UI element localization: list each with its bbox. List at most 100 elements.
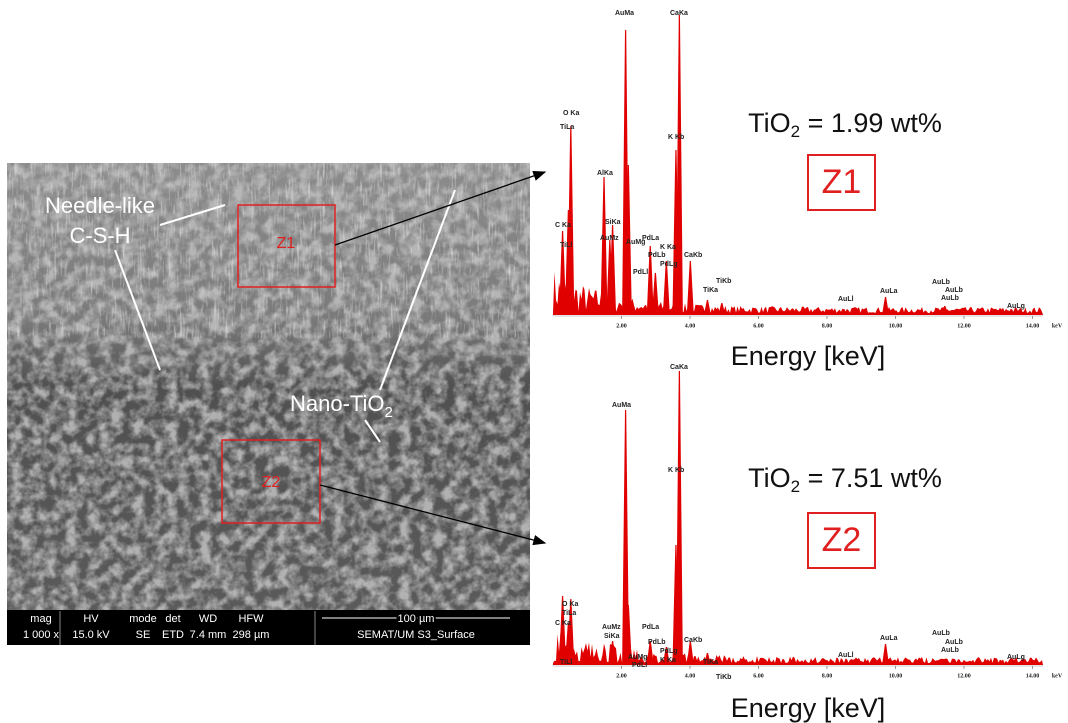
- peak: [652, 273, 659, 315]
- sem-fibres: [7, 163, 530, 338]
- annotation: Needle-like: [45, 193, 155, 218]
- peak-label: AuLa: [880, 288, 898, 295]
- annotation: C-S-H: [69, 223, 130, 248]
- peak-label: K Ka: [660, 244, 676, 251]
- peak-label: CaKb: [684, 637, 702, 644]
- tick-label: 12.00: [957, 323, 971, 329]
- info-header: WD: [199, 613, 217, 625]
- peak-label: AuLl: [838, 296, 854, 303]
- peak-label: CaKa: [670, 364, 688, 371]
- peak-label: TiKb: [716, 674, 731, 681]
- peak-label: PdLa: [642, 624, 659, 631]
- figure: 100 µm SEMAT/UM S3_Surface Needle-like C…: [0, 0, 1068, 723]
- peak-label: AuMz: [602, 624, 621, 631]
- tick-label: 6.00: [753, 323, 764, 329]
- result-rest: = 1.99 wt%: [800, 108, 942, 138]
- peak-label: AuLb: [941, 647, 959, 654]
- peak-label: PdLg: [660, 648, 678, 655]
- peak-label: TiKb: [716, 278, 731, 285]
- tick-label: 6.00: [753, 673, 764, 679]
- zone-label: Z1: [277, 235, 296, 252]
- peak-label: AuLb: [945, 287, 963, 294]
- peak-label: PdLa: [642, 235, 659, 242]
- peak: [687, 261, 694, 315]
- peak-label: AuLb: [932, 630, 950, 637]
- tick-label: 8.00: [822, 323, 833, 329]
- sem-image: 100 µm SEMAT/UM S3_Surface Needle-like C…: [7, 163, 530, 645]
- result-sub: 2: [791, 122, 800, 141]
- peak-label: TiLa: [560, 124, 574, 131]
- peak: [676, 15, 683, 315]
- info-value: 1 000 x: [23, 629, 60, 641]
- tick-label: 2.00: [616, 323, 627, 329]
- result-sub: 2: [791, 477, 800, 496]
- x-axis-title: Energy [keV]: [731, 693, 886, 723]
- peak-label: C Ka: [555, 620, 571, 627]
- peak: [718, 303, 725, 315]
- tick-label: 4.00: [685, 673, 696, 679]
- x-axis-title: Energy [keV]: [731, 341, 886, 371]
- info-value: 7.4 mm: [190, 629, 227, 641]
- peak: [882, 297, 889, 315]
- peak-label: AuLl: [838, 652, 854, 659]
- peak: [601, 177, 608, 315]
- peak-label: TiKa: [703, 659, 718, 666]
- peak-label: AuMg: [628, 654, 647, 661]
- peak-label: AuLb: [941, 295, 959, 302]
- info-header: HV: [83, 613, 99, 625]
- peak: [882, 644, 889, 665]
- peak: [676, 371, 683, 665]
- info-header: det: [165, 613, 180, 625]
- tick-label: 12.00: [957, 673, 971, 679]
- peak-label: C Ka: [555, 222, 571, 229]
- peak-label: AuLa: [880, 635, 898, 642]
- peak-label: O Ka: [562, 601, 578, 608]
- result: TiO2 = 1.99 wt%: [748, 108, 942, 141]
- peak-label: AuLg: [1007, 303, 1025, 310]
- tick-label: 14.00: [1026, 673, 1040, 679]
- peak-label: PdLl: [633, 269, 648, 276]
- peak-label: SiKa: [605, 219, 621, 226]
- zone-label: Z1: [822, 163, 862, 201]
- peak-label: K Kb: [668, 134, 684, 141]
- peak-label: AuMa: [615, 10, 634, 17]
- tick-label: 8.00: [822, 673, 833, 679]
- tick-label: 4.00: [685, 323, 696, 329]
- peak-label: AuLg: [1007, 654, 1025, 661]
- info-value: SE: [136, 629, 151, 641]
- peak: [704, 300, 711, 315]
- peak-label: TiLl: [560, 659, 572, 666]
- tick-label: 14.00: [1026, 323, 1040, 329]
- result-rest: = 7.51 wt%: [800, 463, 942, 493]
- peak-label: PdLl: [632, 662, 647, 669]
- peak-label: PdLb: [648, 252, 666, 259]
- result-text: TiO: [748, 463, 791, 493]
- info-value: 15.0 kV: [72, 629, 110, 641]
- peak: [663, 261, 670, 315]
- tick-label: 10.00: [889, 323, 903, 329]
- peak-label: AuMz: [600, 235, 619, 242]
- unit-label: keV: [1052, 323, 1063, 329]
- zone-label: Z2: [262, 474, 281, 491]
- peak-label: PdLb: [648, 639, 666, 646]
- peak-label: CaKa: [670, 10, 688, 17]
- peak-label: AuMa: [612, 402, 631, 409]
- peak-label: PdLg: [660, 261, 678, 268]
- unit-label: keV: [1052, 673, 1063, 679]
- peak-label: SiKa: [604, 633, 620, 640]
- info-value: 298 µm: [233, 629, 270, 641]
- result-text: TiO: [748, 108, 791, 138]
- info-label: SEMAT/UM S3_Surface: [357, 629, 475, 641]
- info-header: mode: [129, 613, 157, 625]
- info-header: HFW: [238, 613, 264, 625]
- info-value: ETD: [162, 629, 184, 641]
- peak-label: CaKb: [684, 252, 702, 259]
- peak-label: O Ka: [563, 110, 579, 117]
- peak-label: AuLb: [945, 639, 963, 646]
- zone-label: Z2: [822, 521, 862, 559]
- spectrum: 2.00 4.00 6.00 8.00 10.00 12.00 14.00 keV O Ka Ti…: [553, 10, 1063, 371]
- peak-label: TiLl: [560, 242, 572, 249]
- scale-label: 100 µm: [398, 613, 435, 625]
- peak-label: TiLa: [562, 610, 576, 617]
